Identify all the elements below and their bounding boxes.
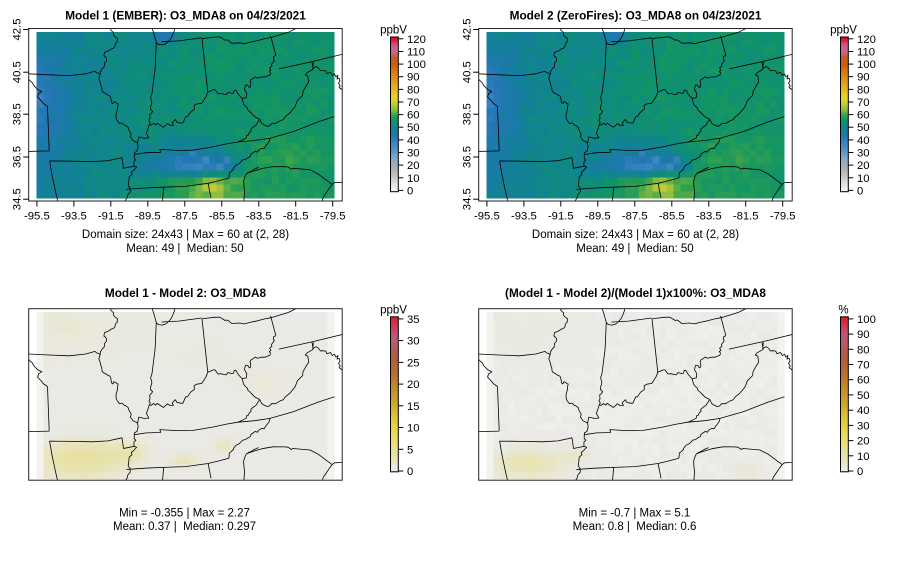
svg-text:80: 80: [857, 344, 870, 356]
svg-text:0: 0: [857, 185, 863, 197]
svg-text:40: 40: [857, 135, 870, 147]
svg-text:50: 50: [857, 390, 870, 402]
svg-text:100: 100: [857, 314, 876, 326]
svg-text:Domain size: 24x43 | Max = 60: Domain size: 24x43 | Max = 60 at (2, 28): [82, 229, 289, 241]
svg-text:100: 100: [407, 59, 426, 71]
svg-text:Min = -0.7 | Max = 5.1: Min = -0.7 | Max = 5.1: [579, 508, 691, 520]
svg-text:60: 60: [407, 110, 420, 122]
svg-text:Mean: 49 | Median: 50: Mean: 49 | Median: 50: [576, 243, 693, 255]
svg-text:30: 30: [407, 336, 420, 348]
svg-text:-85.5: -85.5: [659, 211, 685, 223]
svg-text:70: 70: [857, 360, 870, 372]
svg-text:10: 10: [857, 451, 870, 463]
svg-text:-89.5: -89.5: [135, 211, 161, 223]
svg-text:40: 40: [857, 405, 870, 417]
svg-text:50: 50: [857, 122, 870, 134]
svg-text:60: 60: [857, 110, 870, 122]
svg-text:-95.5: -95.5: [474, 211, 500, 223]
svg-text:-87.5: -87.5: [622, 211, 648, 223]
svg-text:60: 60: [857, 375, 870, 387]
svg-text:ppbV: ppbV: [830, 24, 857, 36]
svg-text:50: 50: [407, 122, 420, 134]
svg-text:-87.5: -87.5: [172, 211, 198, 223]
svg-text:34.5: 34.5: [12, 188, 24, 210]
svg-text:Domain size: 24x43 | Max = 60: Domain size: 24x43 | Max = 60 at (2, 28): [532, 229, 739, 241]
svg-text:36.5: 36.5: [12, 146, 24, 168]
svg-text:42.5: 42.5: [12, 19, 24, 41]
svg-text:10: 10: [407, 423, 420, 435]
svg-text:Mean: 0.8 | Median: 0.6: Mean: 0.8 | Median: 0.6: [573, 521, 697, 533]
svg-text:20: 20: [407, 160, 420, 172]
svg-text:110: 110: [857, 47, 875, 59]
svg-text:15: 15: [407, 401, 420, 413]
svg-text:-89.5: -89.5: [585, 211, 611, 223]
svg-text:0: 0: [407, 466, 413, 478]
svg-text:-93.5: -93.5: [61, 211, 87, 223]
svg-text:90: 90: [857, 329, 870, 341]
svg-text:Model 1 - Model 2: O3_MDA8: Model 1 - Model 2: O3_MDA8: [105, 286, 267, 300]
svg-text:ppbV: ppbV: [380, 24, 407, 36]
svg-text:80: 80: [857, 84, 870, 96]
svg-text:40: 40: [407, 135, 420, 147]
svg-text:-85.5: -85.5: [209, 211, 235, 223]
svg-text:34.5: 34.5: [462, 188, 474, 210]
svg-text:-91.5: -91.5: [98, 211, 124, 223]
svg-text:20: 20: [857, 160, 870, 172]
svg-text:5: 5: [407, 444, 413, 456]
svg-text:42.5: 42.5: [462, 19, 474, 41]
svg-text:Model 1 (EMBER): O3_MDA8 on 04: Model 1 (EMBER): O3_MDA8 on 04/23/2021: [65, 9, 306, 23]
svg-text:0: 0: [857, 466, 863, 478]
svg-text:70: 70: [857, 97, 870, 109]
svg-text:(Model 1 - Model 2)/(Model 1)x: (Model 1 - Model 2)/(Model 1)x100%: O3_M…: [505, 286, 766, 300]
svg-text:-79.5: -79.5: [770, 211, 796, 223]
svg-text:38.5: 38.5: [12, 103, 24, 125]
svg-text:%: %: [838, 304, 848, 316]
svg-text:80: 80: [407, 84, 420, 96]
svg-text:20: 20: [857, 436, 870, 448]
svg-text:Min = -0.355 | Max = 2.27: Min = -0.355 | Max = 2.27: [119, 508, 250, 520]
svg-text:120: 120: [857, 34, 876, 46]
svg-text:-81.5: -81.5: [283, 211, 309, 223]
svg-text:70: 70: [407, 97, 420, 109]
svg-text:100: 100: [857, 59, 876, 71]
svg-text:30: 30: [857, 420, 870, 432]
svg-text:110: 110: [407, 47, 425, 59]
svg-text:36.5: 36.5: [462, 146, 474, 168]
svg-text:-83.5: -83.5: [696, 211, 722, 223]
svg-text:-83.5: -83.5: [246, 211, 272, 223]
svg-text:-95.5: -95.5: [24, 211, 50, 223]
svg-text:10: 10: [407, 173, 420, 185]
svg-text:-81.5: -81.5: [733, 211, 759, 223]
svg-text:-79.5: -79.5: [320, 211, 346, 223]
svg-text:38.5: 38.5: [462, 103, 474, 125]
svg-text:ppbV: ppbV: [380, 304, 407, 316]
svg-text:90: 90: [407, 72, 420, 84]
svg-text:0: 0: [407, 185, 413, 197]
svg-text:40.5: 40.5: [462, 61, 474, 83]
svg-text:30: 30: [407, 148, 420, 160]
svg-text:40.5: 40.5: [12, 61, 24, 83]
svg-text:35: 35: [407, 314, 420, 326]
svg-text:Mean: 49 | Median: 50: Mean: 49 | Median: 50: [126, 243, 243, 255]
svg-text:20: 20: [407, 379, 420, 391]
svg-text:-91.5: -91.5: [548, 211, 574, 223]
svg-text:10: 10: [857, 173, 870, 185]
svg-text:-93.5: -93.5: [511, 211, 537, 223]
svg-text:Mean: 0.37 | Median: 0.297: Mean: 0.37 | Median: 0.297: [113, 521, 256, 533]
svg-text:120: 120: [407, 34, 426, 46]
svg-text:Model 2 (ZeroFires): O3_MDA8 o: Model 2 (ZeroFires): O3_MDA8 on 04/23/20…: [510, 9, 762, 23]
svg-text:30: 30: [857, 148, 870, 160]
svg-text:90: 90: [857, 72, 870, 84]
svg-text:25: 25: [407, 357, 420, 369]
